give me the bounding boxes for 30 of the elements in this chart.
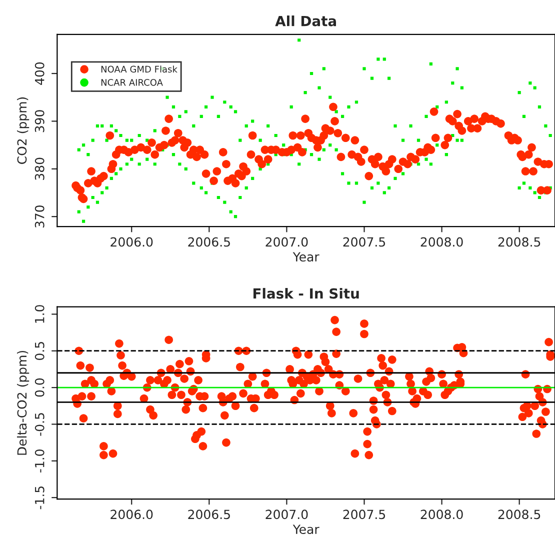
y-axis-title: CO2 (ppm) (17, 97, 30, 164)
x-axis-title: Year (292, 524, 320, 534)
x-tick-label: 2007.0 (266, 237, 308, 247)
y-tick-label: 0.5 (34, 342, 44, 360)
x-tick-label: 2008.0 (420, 510, 463, 520)
chart-title: All Data (275, 16, 336, 26)
x-axis-title: Year (292, 252, 320, 262)
x-tick-label: 2008.5 (498, 237, 540, 247)
y-tick-label: 1.0 (34, 305, 44, 323)
x-tick-label: 2006.0 (110, 237, 153, 247)
x-tick-label: 2007.5 (343, 237, 386, 247)
x-tick-label: 2006.5 (188, 237, 230, 247)
y-axis-title: Delta-CO2 (ppm) (16, 350, 30, 455)
y-tick-label: 370 (34, 205, 44, 228)
chart-title: Flask - In Situ (253, 288, 359, 299)
x-tick-label: 2008.5 (498, 510, 540, 520)
x-tick-label: 2007.5 (343, 510, 386, 520)
legend-label: NOAA GMD Flask (101, 66, 178, 73)
y-tick-label: -0.5 (34, 413, 44, 436)
y-tick-label: 380 (34, 158, 44, 180)
y-tick-label: -1.5 (35, 486, 44, 510)
legend-label: NCAR AIRCOA (101, 78, 163, 86)
y-tick-label: 390 (34, 110, 44, 132)
y-tick-label: 400 (34, 62, 44, 85)
y-tick-label: 0.0 (34, 378, 44, 397)
x-tick-label: 2008.0 (420, 237, 463, 247)
y-tick-label: -1.0 (34, 450, 44, 472)
x-tick-label: 2007.0 (266, 510, 308, 520)
x-tick-label: 2006.0 (110, 510, 153, 520)
x-tick-label: 2006.5 (188, 510, 230, 520)
